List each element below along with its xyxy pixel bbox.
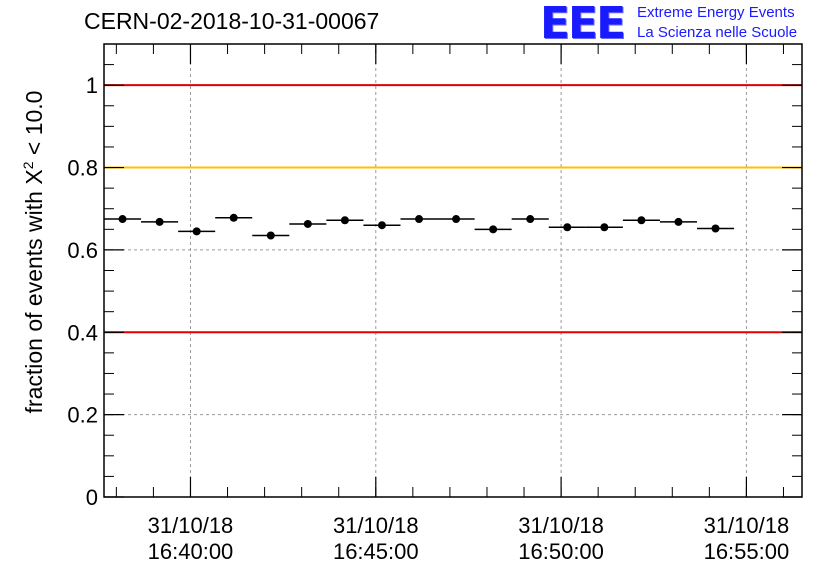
data-point-group — [178, 227, 216, 236]
data-point-group — [585, 223, 623, 232]
y-tick-label: 1 — [86, 73, 98, 98]
x-tick-time-label: 16:40:00 — [148, 539, 234, 564]
data-point — [340, 216, 349, 225]
x-tick-time-label: 16:55:00 — [704, 539, 790, 564]
data-point-group — [696, 224, 735, 233]
logo-line-1: Extreme Energy Events — [637, 4, 795, 21]
x-tick-time-label: 16:50:00 — [518, 539, 604, 564]
data-point — [415, 215, 424, 224]
data-point — [229, 213, 238, 222]
data-point — [489, 225, 498, 234]
y-tick-label: 0.2 — [67, 403, 98, 428]
data-point-group — [400, 215, 438, 224]
data-point — [155, 217, 164, 226]
data-point-group — [289, 219, 327, 228]
data-point — [118, 215, 127, 224]
x-tick-time-label: 16:45:00 — [333, 539, 419, 564]
data-point-group — [326, 216, 364, 225]
data-point-group — [252, 231, 290, 240]
plot-frame — [103, 43, 803, 498]
x-tick-date-label: 31/10/18 — [333, 513, 419, 538]
data-point — [266, 231, 275, 240]
data-point — [526, 215, 535, 224]
data-point-group — [215, 213, 253, 222]
data-point-group — [363, 221, 401, 230]
logo-line-2: La Scienza nelle Scuole — [637, 24, 798, 41]
data-point-group — [511, 215, 549, 224]
y-tick-label: 0.6 — [67, 238, 98, 263]
y-tick-label: 0.8 — [67, 156, 98, 181]
data-point-group — [474, 225, 512, 234]
axis-ticks — [104, 43, 802, 498]
grid-lines — [104, 44, 802, 497]
y-tick-labels: 0 0.2 0.4 0.6 0.8 1 — [67, 73, 98, 510]
data-point-group — [548, 223, 586, 232]
data-point — [303, 219, 312, 228]
x-tick-date-label: 31/10/18 — [148, 513, 234, 538]
data-point — [711, 224, 720, 233]
x-tick-date-label: 31/10/18 — [704, 513, 790, 538]
data-point — [192, 227, 201, 236]
data-point — [377, 221, 386, 230]
data-point-group — [622, 216, 660, 225]
data-point — [674, 217, 683, 226]
x-tick-date-label: 31/10/18 — [518, 513, 604, 538]
data-point — [452, 215, 461, 224]
data-point — [600, 223, 609, 232]
chart-title: CERN-02-2018-10-31-00067 — [84, 8, 380, 34]
y-tick-label: 0 — [86, 485, 98, 510]
data-point-group — [104, 215, 142, 224]
data-point — [637, 216, 646, 225]
x-tick-labels: 31/10/1816:40:0031/10/1816:45:0031/10/18… — [148, 513, 790, 564]
data-points — [104, 213, 735, 240]
data-point — [563, 223, 572, 232]
reference-lines — [104, 84, 802, 334]
data-point-group — [659, 217, 697, 226]
y-tick-label: 0.4 — [67, 320, 98, 345]
data-point-group — [437, 215, 475, 224]
data-point-group — [141, 217, 179, 226]
eee-logo-mark: EEE — [540, 0, 626, 49]
